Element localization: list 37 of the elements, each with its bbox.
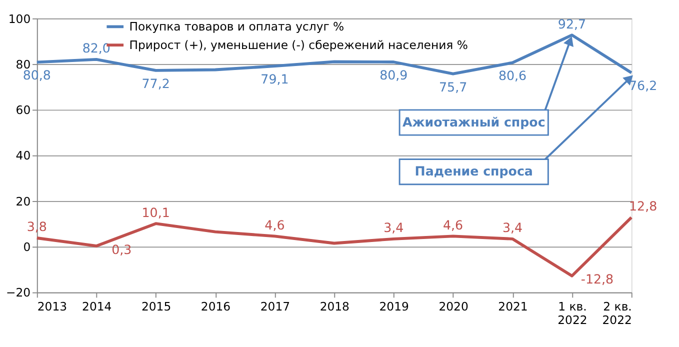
x-tick-label: 2015	[141, 299, 172, 314]
y-tick-label: 80	[16, 57, 31, 72]
data-label: -12,8	[580, 272, 614, 287]
data-label: 4,6	[443, 217, 464, 232]
annotation: Ажиотажный спрос	[402, 114, 546, 130]
y-tick-label: 20	[16, 194, 31, 208]
data-label: 76,2	[629, 78, 658, 94]
x-tick-label: 2017	[260, 299, 290, 314]
x-tick-label: 2014	[82, 299, 112, 314]
x-tick-label: 2020	[438, 299, 468, 314]
data-label: 3,4	[502, 220, 523, 236]
data-label: 75,7	[439, 79, 468, 94]
x-tick-label: 2018	[320, 299, 350, 314]
data-label: 3,4	[384, 220, 404, 236]
data-label: 77,2	[142, 76, 170, 91]
x-tick-label: 1 кв. 2022	[558, 299, 588, 327]
x-tick-label: 2013	[37, 299, 68, 314]
data-label: 10,1	[142, 204, 170, 220]
x-tick-label: 2016	[200, 299, 231, 314]
y-tick-label: 100	[8, 12, 31, 26]
legend-label: Прирост (+), уменьшение (-) сбережений населения %	[129, 38, 468, 52]
data-label: 80,9	[380, 67, 408, 82]
y-tick-label: −20	[6, 286, 31, 300]
y-tick-label: 0	[23, 240, 31, 254]
x-tick-label: 2019	[379, 299, 409, 314]
data-label: 4,6	[264, 217, 285, 232]
data-label: 82,0	[82, 40, 110, 56]
data-label: 92,7	[558, 16, 586, 32]
legend-label: Покупка товаров и оплата услуг %	[129, 20, 344, 34]
data-label: 80,6	[498, 68, 527, 84]
annotation: Падение спроса	[414, 164, 533, 179]
data-label: 12,8	[629, 198, 658, 214]
y-tick-label: 40	[16, 148, 31, 163]
x-tick-label: 2021	[498, 299, 528, 314]
data-label: 79,1	[260, 72, 289, 87]
y-tick-label: 60	[16, 103, 31, 118]
x-tick-label: 2 кв. 2022	[602, 299, 632, 327]
